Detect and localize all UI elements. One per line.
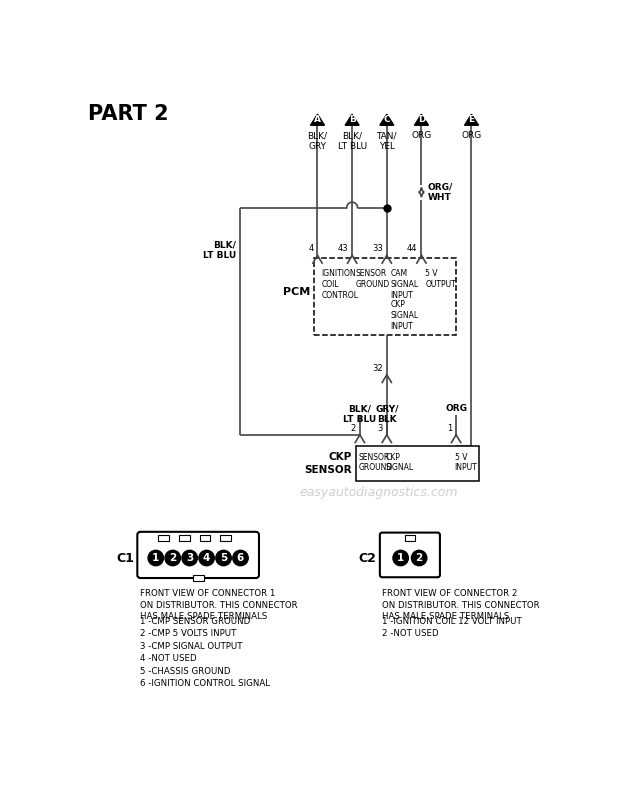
Text: 2: 2	[351, 424, 356, 434]
Circle shape	[393, 550, 408, 566]
Polygon shape	[345, 114, 359, 126]
Text: 44: 44	[407, 244, 418, 253]
Text: BLK/
GRY: BLK/ GRY	[308, 131, 328, 151]
Text: ORG: ORG	[412, 131, 431, 141]
Text: 1: 1	[152, 553, 159, 563]
Text: 4: 4	[308, 244, 314, 253]
Text: CKP
SENSOR: CKP SENSOR	[305, 453, 352, 475]
Text: PCM: PCM	[282, 287, 310, 298]
Text: C2: C2	[358, 551, 376, 565]
Circle shape	[233, 550, 248, 566]
Bar	[158, 535, 169, 541]
Circle shape	[165, 550, 180, 566]
Text: SENSOR
GROUND: SENSOR GROUND	[358, 453, 392, 472]
Text: 5 V
OUTPUT: 5 V OUTPUT	[425, 270, 456, 289]
Bar	[179, 535, 190, 541]
Text: TAN/
YEL: TAN/ YEL	[376, 131, 397, 151]
Bar	[405, 535, 415, 541]
Circle shape	[199, 550, 214, 566]
Polygon shape	[465, 114, 478, 126]
Text: CKP
SIGNAL
INPUT: CKP SIGNAL INPUT	[391, 300, 419, 330]
Circle shape	[216, 550, 231, 566]
Text: IGNITION
COIL
CONTROL: IGNITION COIL CONTROL	[321, 270, 358, 300]
Polygon shape	[380, 114, 394, 126]
Text: FRONT VIEW OF CONNECTOR 1
ON DISTRIBUTOR. THIS CONNECTOR
HAS MALE SPADE TERMINAL: FRONT VIEW OF CONNECTOR 1 ON DISTRIBUTOR…	[140, 589, 298, 622]
Bar	[200, 535, 211, 541]
Text: B: B	[349, 115, 355, 124]
Text: CKP
SIGNAL: CKP SIGNAL	[385, 453, 413, 472]
Text: 43: 43	[337, 244, 349, 253]
Text: SENSOR
GROUND: SENSOR GROUND	[356, 270, 390, 289]
Text: 5: 5	[220, 553, 227, 563]
Text: ORG: ORG	[445, 404, 467, 413]
Text: 1 -IGNITION COIL 12 VOLT INPUT
2 -NOT USED: 1 -IGNITION COIL 12 VOLT INPUT 2 -NOT US…	[382, 617, 522, 638]
Text: CAM
SIGNAL
INPUT: CAM SIGNAL INPUT	[391, 270, 419, 300]
Text: PART 2: PART 2	[88, 104, 169, 124]
Bar	[193, 575, 203, 581]
Text: FRONT VIEW OF CONNECTOR 2
ON DISTRIBUTOR. THIS CONNECTOR
HAS MALE SPADE TERMINAL: FRONT VIEW OF CONNECTOR 2 ON DISTRIBUTOR…	[382, 589, 540, 622]
Text: C1: C1	[116, 551, 134, 565]
Polygon shape	[415, 114, 428, 126]
Circle shape	[148, 550, 164, 566]
Text: 2: 2	[169, 553, 176, 563]
Text: BLK/
LT BLU: BLK/ LT BLU	[203, 240, 236, 260]
Text: 3: 3	[378, 424, 383, 434]
FancyBboxPatch shape	[137, 532, 259, 578]
Text: 1: 1	[447, 424, 452, 434]
Text: 5 V
INPUT: 5 V INPUT	[455, 453, 477, 472]
Text: C: C	[384, 115, 390, 124]
Text: ORG: ORG	[462, 131, 481, 141]
FancyBboxPatch shape	[314, 258, 456, 334]
Text: 1: 1	[397, 553, 404, 563]
Text: E: E	[468, 115, 475, 124]
Circle shape	[412, 550, 427, 566]
Circle shape	[182, 550, 197, 566]
Text: A: A	[314, 115, 321, 124]
Text: GRY/
BLK: GRY/ BLK	[375, 404, 399, 424]
Text: 2: 2	[415, 553, 423, 563]
Text: 33: 33	[372, 244, 383, 253]
Text: 4: 4	[203, 553, 210, 563]
Text: easyautodiagnostics.com: easyautodiagnostics.com	[300, 486, 459, 499]
Text: 1 -CMP SENSOR GROUND
2 -CMP 5 VOLTS INPUT
3 -CMP SIGNAL OUTPUT
4 -NOT USED
5 -CH: 1 -CMP SENSOR GROUND 2 -CMP 5 VOLTS INPU…	[140, 617, 271, 688]
Text: BLK/
LT BLU: BLK/ LT BLU	[337, 131, 366, 151]
FancyBboxPatch shape	[380, 533, 440, 578]
Text: D: D	[418, 115, 425, 124]
Text: BLK/
LT BLU: BLK/ LT BLU	[343, 404, 376, 424]
Text: ORG/
WHT: ORG/ WHT	[428, 182, 453, 202]
Bar	[221, 535, 231, 541]
Text: 6: 6	[237, 553, 244, 563]
Text: 3: 3	[186, 553, 193, 563]
Text: 32: 32	[372, 364, 383, 373]
Polygon shape	[310, 114, 324, 126]
FancyBboxPatch shape	[356, 446, 479, 481]
